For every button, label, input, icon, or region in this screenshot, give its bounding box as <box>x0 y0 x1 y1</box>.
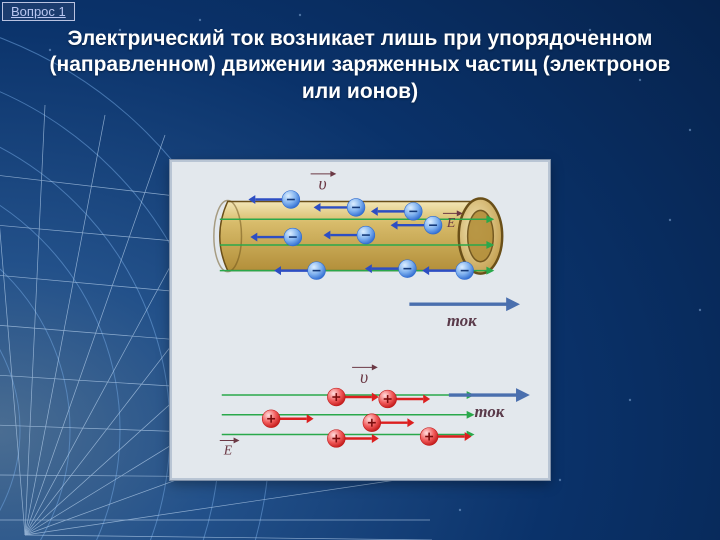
svg-text:E: E <box>223 442 233 457</box>
svg-text:E: E <box>446 215 456 230</box>
svg-text:υ: υ <box>360 367 368 387</box>
svg-text:υ: υ <box>319 174 327 194</box>
question-link-label: Вопрос 1 <box>11 4 66 19</box>
physics-figure: υ Eток υ Eток <box>170 160 550 480</box>
svg-text:ток: ток <box>447 311 477 330</box>
slide-title-text: Электрический ток возникает лишь при упо… <box>50 27 671 103</box>
svg-text:ток: ток <box>475 402 505 421</box>
question-link[interactable]: Вопрос 1 <box>2 2 75 21</box>
slide-title: Электрический ток возникает лишь при упо… <box>30 26 690 105</box>
